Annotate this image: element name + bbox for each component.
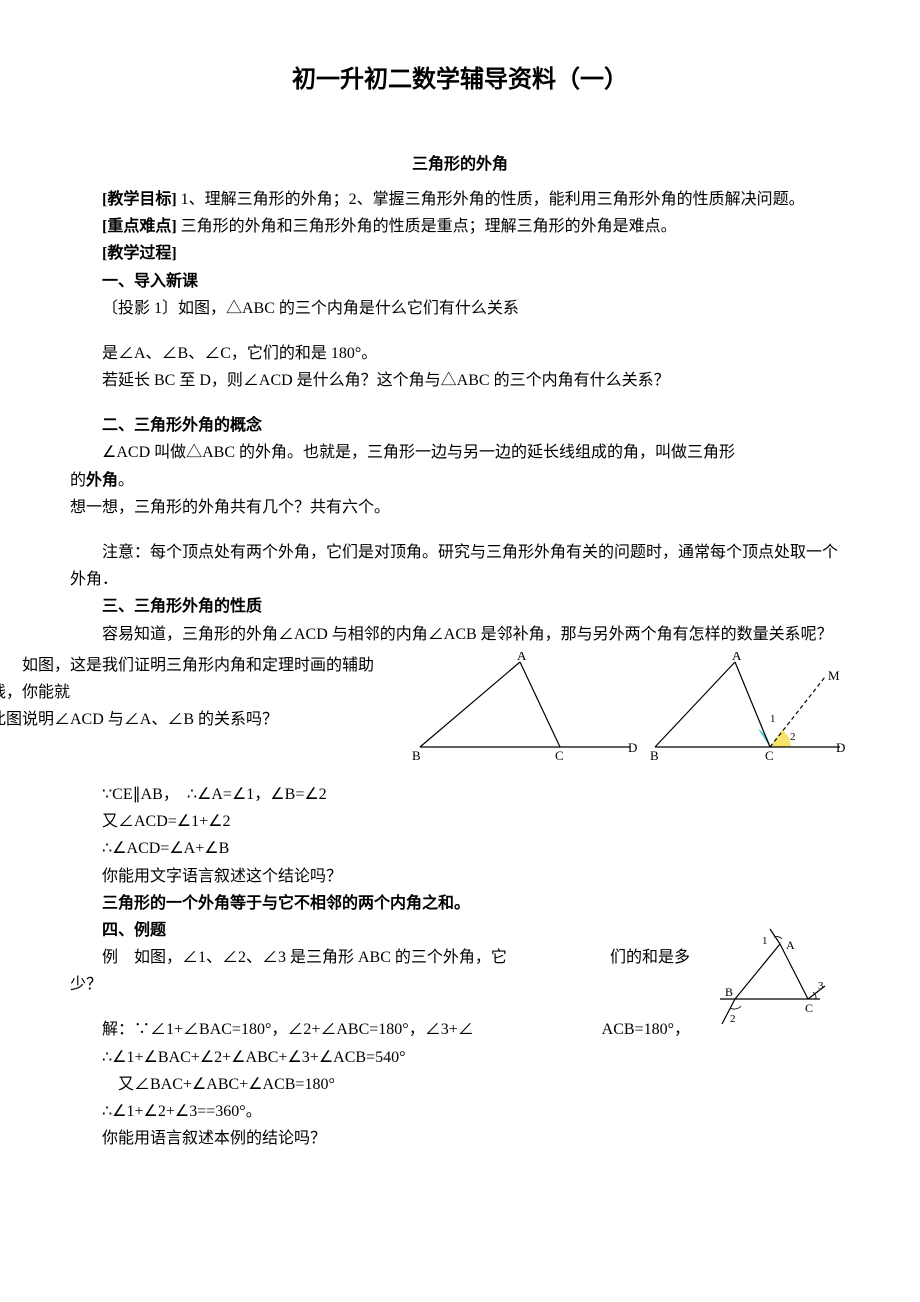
fig1-B: B (412, 748, 421, 762)
keypoints-text: 三角形的外角和三角形外角的性质是重点；理解三角形的外角是难点。 (177, 218, 677, 235)
sec2-head: 二、三角形外角的概念 (70, 412, 850, 439)
triangle-figure-2: A B C D M 1 2 (650, 652, 850, 767)
fig2-n1: 1 (770, 713, 776, 725)
sol-l3: 又∠BAC+∠ABC+∠ACB=180° (70, 1071, 850, 1098)
sec1-l1: 〔投影 1〕如图，△ABC 的三个内角是什么它们有什么关系 (70, 295, 850, 322)
sec2-l2: 想一想，三角形的外角共有几个？共有六个。 (70, 494, 850, 521)
fig2-C: C (765, 748, 774, 763)
fig3-C: C (805, 1001, 813, 1015)
keypoints-line: [重点难点] 三角形的外角和三角形外角的性质是重点；理解三角形的外角是难点。 (70, 213, 850, 240)
triangle-figure-3: A B C 1 2 3 (700, 924, 850, 1034)
ex-l1b: 们的和是多 (578, 944, 690, 971)
sol-l5: 你能用语言叙述本例的结论吗？ (70, 1125, 850, 1152)
proof-l4: 你能用文字语言叙述这个结论吗？ (70, 863, 850, 890)
sec3-l2a: 如图，这是我们证明三角形内角和定理时画的辅助线，你能就 (0, 652, 400, 706)
doc-title: 初一升初二数学辅导资料（一） (70, 60, 850, 101)
example-block: A B C 1 2 3 例 如图，∠1、∠2、∠3 是三角形 ABC 的三个外角… (70, 944, 850, 1044)
sec3-l2b: 此图说明∠ACD 与∠A、∠B 的关系吗？ (0, 706, 400, 733)
figure-row: 如图，这是我们证明三角形内角和定理时画的辅助线，你能就 此图说明∠ACD 与∠A… (70, 652, 850, 771)
proof-l2: 又∠ACD=∠1+∠2 (70, 808, 850, 835)
sec2-note: 注意：每个顶点处有两个外角，它们是对顶角。研究与三角形外角有关的问题时，通常每个… (70, 539, 850, 593)
goals-label: [教学目标] (102, 191, 177, 208)
sec2-l1d: 。 (118, 472, 134, 489)
triangle-figure-1: A B C D (410, 652, 640, 762)
fig2-B: B (650, 748, 659, 763)
fig3-B: B (725, 985, 733, 999)
sol-l1b: ACB=180°， (570, 1016, 690, 1043)
fig3-n3: 3 (818, 980, 824, 992)
fig1-C: C (555, 748, 564, 762)
fig2-D: D (836, 740, 845, 755)
sol-l2: ∴∠1+∠BAC+∠2+∠ABC+∠3+∠ACB=540° (70, 1044, 850, 1071)
fig1-A: A (517, 652, 527, 663)
fig2-n2: 2 (790, 731, 796, 743)
fig2-A: A (732, 652, 742, 663)
process-label: [教学过程] (70, 240, 850, 267)
sec2-l1: ∠ACD 叫做△ABC 的外角。也就是，三角形一边与另一边的延长线组成的角，叫做… (70, 439, 850, 493)
fig3-A: A (786, 938, 795, 952)
fig3-n2: 2 (730, 1013, 736, 1025)
doc-subtitle: 三角形的外角 (70, 151, 850, 178)
sec1-head: 一、导入新课 (70, 268, 850, 295)
sec2-l1b: 的 (70, 472, 86, 489)
fig3-n1: 1 (762, 935, 768, 947)
sec2-l1c: 外角 (86, 472, 118, 489)
sec1-l3: 若延长 BC 至 D，则∠ACD 是什么角？这个角与△ABC 的三个内角有什么关… (70, 367, 850, 394)
keypoints-label: [重点难点] (102, 218, 177, 235)
goals-text: 1、理解三角形的外角；2、掌握三角形外角的性质，能利用三角形外角的性质解决问题。 (177, 191, 805, 208)
sec3-l1: 容易知道，三角形的外角∠ACD 与相邻的内角∠ACB 是邻补角，那与另外两个角有… (70, 621, 850, 648)
sec1-l2: 是∠A、∠B、∠C，它们的和是 180°。 (70, 340, 850, 367)
sec2-l1a: ∠ACD 叫做△ABC 的外角。也就是，三角形一边与另一边的延长线组成的角，叫做… (70, 439, 735, 466)
proof-l3: ∴∠ACD=∠A+∠B (70, 835, 850, 862)
sol-l1a: 解：∵∠1+∠BAC=180°，∠2+∠ABC=180°，∠3+∠ (102, 1021, 474, 1038)
sec3-head: 三、三角形外角的性质 (70, 593, 850, 620)
theorem: 三角形的一个外角等于与它不相邻的两个内角之和。 (70, 890, 850, 917)
fig2-M: M (828, 668, 840, 683)
sol-l4: ∴∠1+∠2+∠3==360°。 (70, 1098, 850, 1125)
ex-l1a: 例 如图，∠1、∠2、∠3 是三角形 ABC 的三个外角，它 (102, 949, 507, 966)
proof-l1: ∵CE∥AB， ∴∠A=∠1，∠B=∠2 (70, 781, 850, 808)
fig1-D: D (628, 740, 637, 755)
goals-line: [教学目标] 1、理解三角形的外角；2、掌握三角形外角的性质，能利用三角形外角的… (70, 186, 850, 213)
